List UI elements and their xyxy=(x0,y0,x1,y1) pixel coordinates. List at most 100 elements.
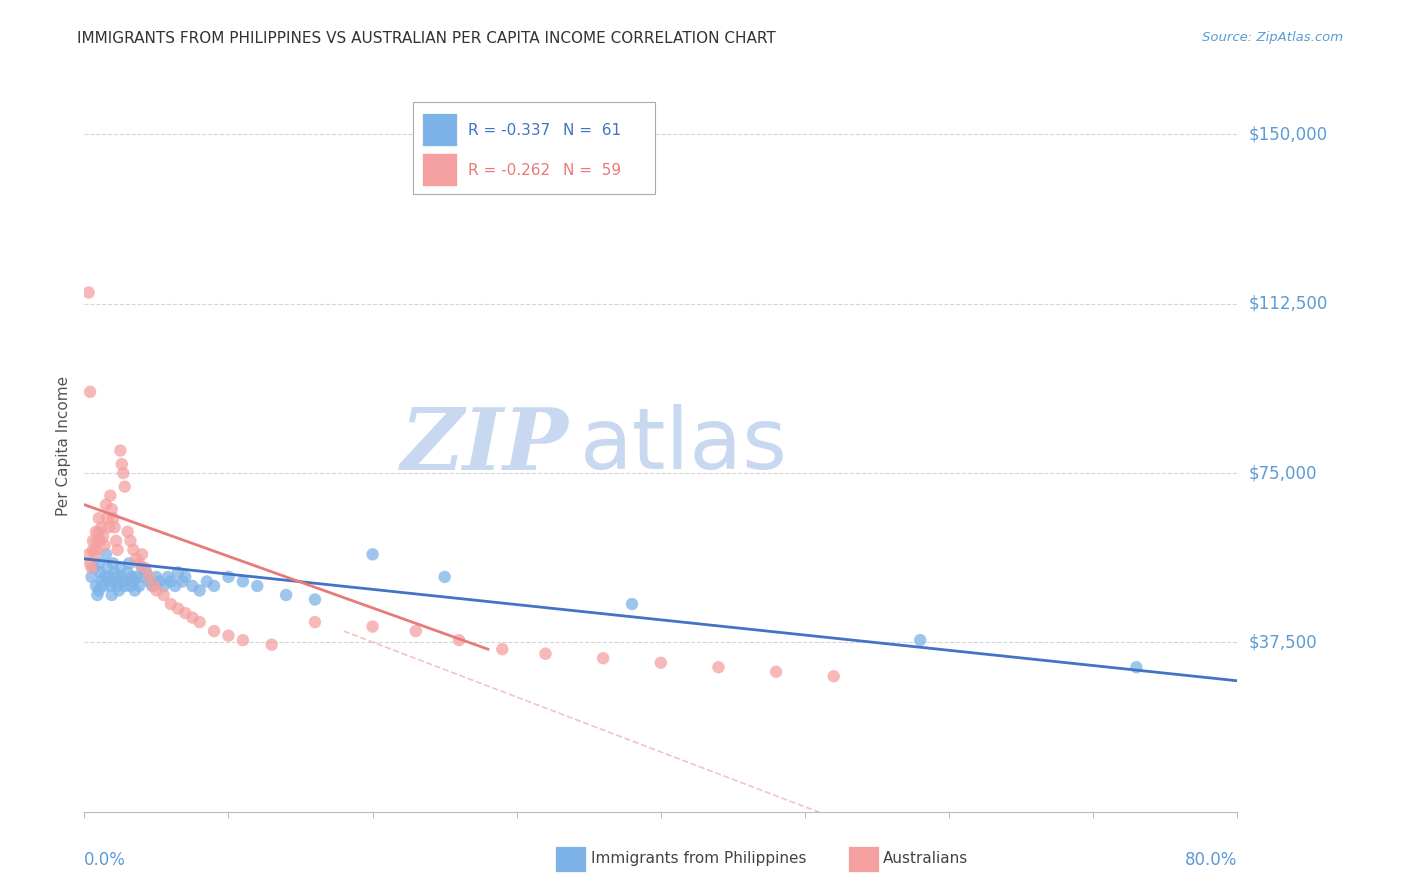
Point xyxy=(84,524,107,539)
Point xyxy=(79,384,101,399)
Point xyxy=(174,570,197,584)
Point xyxy=(765,665,787,679)
Point xyxy=(105,570,128,584)
Text: Immigrants from Philippines: Immigrants from Philippines xyxy=(591,851,806,865)
Point xyxy=(84,542,107,557)
Point xyxy=(104,520,127,534)
Point xyxy=(125,552,148,566)
Point xyxy=(152,579,174,593)
Point xyxy=(148,574,170,589)
Point xyxy=(361,619,384,633)
Point xyxy=(100,588,122,602)
Point xyxy=(260,638,283,652)
Point xyxy=(82,542,104,557)
Point xyxy=(87,511,110,525)
Point xyxy=(111,570,134,584)
Point xyxy=(405,624,427,639)
Point xyxy=(80,561,103,575)
Text: Australians: Australians xyxy=(883,851,969,865)
Point xyxy=(188,615,211,629)
Point xyxy=(125,570,148,584)
Point xyxy=(111,457,134,471)
Point xyxy=(89,566,111,580)
Point xyxy=(491,642,513,657)
Point xyxy=(128,557,150,571)
Point xyxy=(304,615,326,629)
Point xyxy=(120,533,142,548)
Point xyxy=(152,588,174,602)
Point xyxy=(141,579,163,593)
Point xyxy=(96,511,118,525)
Point xyxy=(131,547,153,561)
Text: 80.0%: 80.0% xyxy=(1185,851,1237,869)
FancyBboxPatch shape xyxy=(422,153,457,186)
Point xyxy=(165,579,187,593)
Point xyxy=(98,489,121,503)
Point xyxy=(433,570,456,584)
Text: 0.0%: 0.0% xyxy=(84,851,127,869)
Point xyxy=(104,566,127,580)
Point xyxy=(181,579,204,593)
Point xyxy=(83,561,105,575)
Point xyxy=(246,579,269,593)
Point xyxy=(114,480,136,494)
Point xyxy=(108,583,131,598)
Point xyxy=(97,520,120,534)
Point xyxy=(90,574,112,589)
Y-axis label: Per Capita Income: Per Capita Income xyxy=(56,376,72,516)
Text: $37,500: $37,500 xyxy=(1249,633,1317,651)
Point xyxy=(77,285,100,300)
Point xyxy=(90,520,112,534)
Point xyxy=(103,574,124,589)
Point xyxy=(100,502,122,516)
Point xyxy=(93,570,115,584)
Point xyxy=(114,579,136,593)
Point xyxy=(138,574,160,589)
Point xyxy=(195,574,218,589)
Point xyxy=(232,633,254,648)
Point xyxy=(449,633,471,648)
Point xyxy=(218,570,240,584)
Point xyxy=(91,529,114,543)
Point xyxy=(121,570,143,584)
Point xyxy=(174,606,197,620)
Text: Source: ZipAtlas.com: Source: ZipAtlas.com xyxy=(1202,31,1343,45)
Point xyxy=(138,570,160,584)
Text: $112,500: $112,500 xyxy=(1249,294,1327,313)
Point xyxy=(128,579,150,593)
Text: R = -0.337: R = -0.337 xyxy=(468,122,551,137)
Point xyxy=(232,574,254,589)
Point xyxy=(83,547,105,561)
Point xyxy=(117,524,139,539)
Point xyxy=(145,583,167,598)
Point xyxy=(135,566,157,580)
Point xyxy=(160,574,183,589)
Point xyxy=(79,557,101,571)
Point xyxy=(103,511,124,525)
Text: $75,000: $75,000 xyxy=(1249,464,1317,482)
Point xyxy=(110,443,132,458)
FancyBboxPatch shape xyxy=(422,113,457,146)
Point xyxy=(87,524,110,539)
Text: IMMIGRANTS FROM PHILIPPINES VS AUSTRALIAN PER CAPITA INCOME CORRELATION CHART: IMMIGRANTS FROM PHILIPPINES VS AUSTRALIA… xyxy=(77,31,776,46)
Point xyxy=(97,570,120,584)
Point xyxy=(91,579,114,593)
Point xyxy=(167,601,190,615)
Point xyxy=(142,579,165,593)
Point xyxy=(124,583,146,598)
Point xyxy=(621,597,644,611)
Point xyxy=(105,533,128,548)
Point xyxy=(87,557,110,571)
Point xyxy=(82,533,104,548)
Point xyxy=(910,633,932,648)
Point xyxy=(120,579,142,593)
Point xyxy=(77,547,100,561)
Point xyxy=(218,629,240,643)
Point xyxy=(132,570,155,584)
Point xyxy=(87,583,110,598)
Point xyxy=(592,651,614,665)
Point xyxy=(823,669,845,683)
Point xyxy=(202,624,225,639)
Point xyxy=(167,566,190,580)
FancyBboxPatch shape xyxy=(413,103,655,194)
